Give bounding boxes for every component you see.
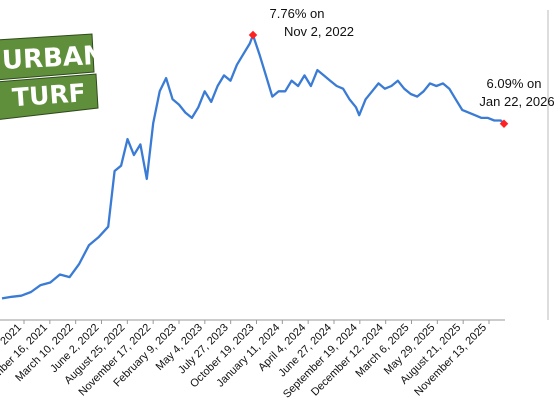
annotation-latest-line2: Jan 22, 2026 — [479, 94, 554, 109]
logo-plate-top — [0, 33, 95, 81]
annotation-latest-line1: 6.09% on — [487, 76, 542, 91]
annotation-peak-line1: 7.76% on — [270, 6, 325, 21]
peak-marker — [248, 30, 258, 40]
series-line — [1, 33, 505, 300]
urban-turf-logo: URBAN TURF — [0, 33, 105, 120]
logo-text-urban: URBAN — [1, 41, 105, 76]
annotation-peak: 7.76% on Nov 2, 2022 — [270, 6, 355, 39]
logo-plate-bottom — [0, 73, 99, 120]
logo-text-turf: TURF — [11, 78, 87, 112]
annotation-latest: 6.09% on Jan 22, 2026 — [479, 76, 554, 109]
annotation-peak-line2: Nov 2, 2022 — [284, 24, 354, 39]
latest-marker — [499, 119, 509, 128]
